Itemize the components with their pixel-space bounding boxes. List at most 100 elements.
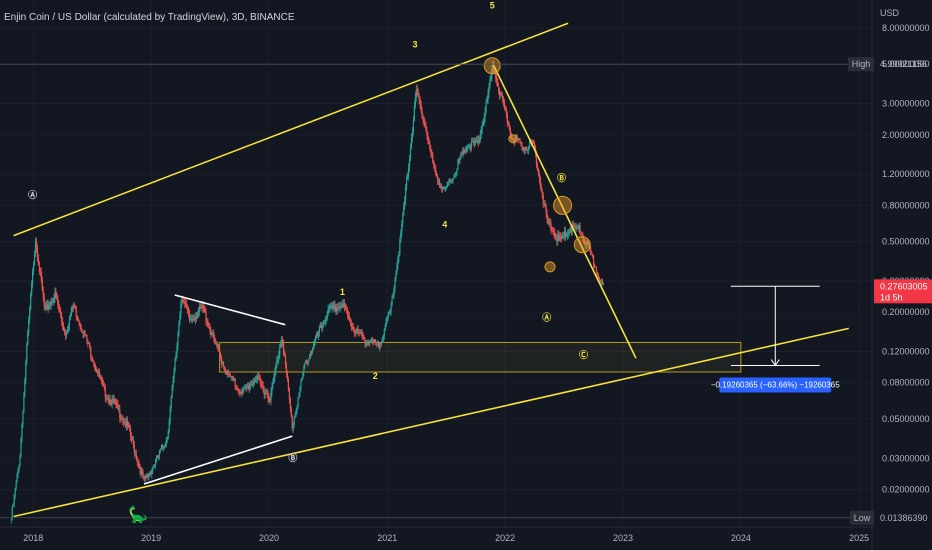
candle-body — [264, 393, 266, 395]
candle-body — [379, 342, 382, 345]
candle-body — [42, 290, 44, 298]
candle-body — [195, 316, 197, 318]
candle-body — [417, 92, 419, 98]
support-zone-box[interactable] — [219, 341, 742, 373]
candle-body — [270, 392, 272, 402]
candle-body — [191, 318, 194, 320]
candle-body — [134, 453, 136, 455]
candle-body — [587, 241, 589, 244]
candle-body — [555, 237, 557, 239]
measure-tag[interactable] — [719, 377, 832, 393]
descending-trendline-line[interactable] — [492, 63, 637, 359]
candle-body — [123, 421, 125, 423]
candle-body — [70, 308, 72, 316]
candle-body — [22, 412, 24, 425]
candle-body — [32, 271, 34, 284]
candle-body — [312, 342, 315, 349]
candle-body — [518, 138, 520, 140]
candle-body — [302, 372, 304, 378]
candle-body — [469, 146, 472, 148]
candle-body — [48, 306, 50, 310]
candle-body — [71, 308, 73, 309]
drawings[interactable] — [13, 22, 849, 518]
candle-body — [43, 297, 45, 307]
candle-body — [315, 333, 318, 338]
upper-channel-line[interactable] — [13, 22, 569, 237]
wave-label: Ⓑ — [288, 452, 297, 463]
candle-body — [33, 254, 36, 266]
candle-body — [74, 307, 76, 308]
candle-body — [507, 123, 509, 125]
candle-body — [89, 342, 91, 348]
support-zone[interactable] — [219, 341, 742, 373]
candle-body — [211, 334, 213, 336]
low-value: 0.01386390 — [880, 513, 928, 523]
candle-body — [433, 163, 435, 166]
candle-body — [250, 383, 252, 386]
candle-body — [171, 387, 173, 398]
candle-body — [168, 420, 170, 432]
candle-body — [376, 340, 379, 343]
candle-body — [506, 114, 508, 124]
candle-body — [403, 206, 405, 216]
candle-body — [546, 213, 548, 220]
candle-body — [341, 306, 343, 308]
candle-body — [340, 306, 342, 308]
candle-body — [185, 303, 187, 305]
candle-body — [401, 224, 403, 234]
grid — [0, 0, 872, 527]
candle-body — [218, 346, 220, 350]
last-price-tag[interactable] — [874, 279, 932, 304]
candle-body — [448, 178, 450, 182]
candle-body — [31, 283, 33, 295]
candle-body — [520, 141, 522, 143]
wave-label: Ⓐ — [28, 189, 37, 200]
candle-body — [124, 422, 126, 424]
candle-body — [94, 365, 97, 370]
candle-body — [266, 393, 268, 395]
candle-body — [329, 307, 331, 309]
candle-body — [221, 362, 224, 364]
candle-body — [525, 146, 527, 151]
x-tick-label: 2021 — [377, 533, 397, 543]
candle-body — [143, 478, 145, 480]
candle-body — [152, 467, 154, 470]
candle-body — [564, 231, 567, 238]
white-lower-line[interactable] — [143, 435, 293, 485]
candle-body — [252, 381, 255, 384]
candle-body — [213, 332, 215, 338]
y-tick-label: 0.50000000 — [882, 237, 930, 247]
wave-label: 5 — [490, 0, 495, 10]
candle-body — [430, 148, 432, 153]
candle-body — [394, 279, 396, 289]
candle-body — [112, 398, 114, 400]
candle-body — [52, 302, 54, 304]
candle-body — [257, 376, 259, 378]
candle-body — [227, 370, 229, 373]
candle-body — [175, 354, 177, 361]
candle-body — [437, 180, 440, 181]
candle-body — [214, 337, 216, 342]
candle-body — [146, 474, 148, 478]
lower-channel-line[interactable] — [13, 327, 849, 518]
candle-body — [594, 266, 597, 268]
candle-body — [524, 147, 526, 151]
candle-body — [288, 389, 290, 400]
wave-label: Ⓑ — [557, 172, 566, 183]
candle-body — [255, 379, 258, 381]
candle-body — [418, 97, 420, 101]
candle-body — [556, 238, 558, 242]
candle-body — [259, 379, 261, 384]
candle-body — [487, 93, 489, 101]
candle-body — [236, 386, 238, 390]
candle-body — [189, 319, 192, 321]
candle-body — [505, 109, 508, 115]
measure-tool[interactable]: −0.19260365 (−63.66%) −19260365 — [711, 285, 840, 393]
candle-body — [82, 332, 84, 335]
candle-body — [141, 469, 143, 472]
candle-body — [286, 373, 289, 380]
candle-body — [581, 234, 583, 236]
white-upper-line[interactable] — [174, 294, 286, 326]
